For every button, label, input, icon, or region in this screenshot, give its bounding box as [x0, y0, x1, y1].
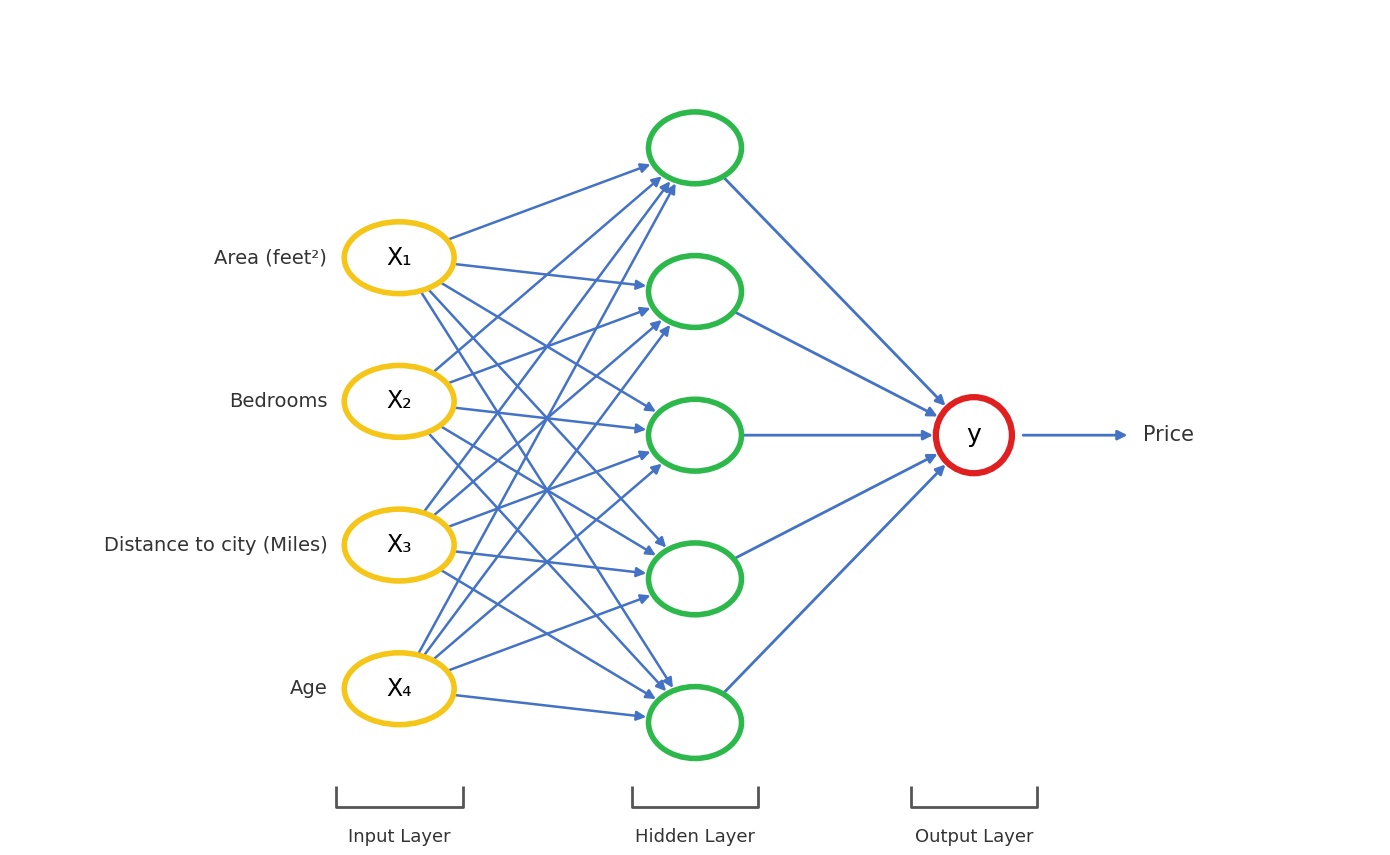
Ellipse shape [345, 221, 455, 293]
Ellipse shape [649, 399, 741, 471]
Ellipse shape [935, 398, 1012, 473]
Ellipse shape [649, 543, 741, 615]
Ellipse shape [649, 112, 741, 184]
Text: Area (feet²): Area (feet²) [214, 248, 328, 268]
Text: Bedrooms: Bedrooms [229, 392, 328, 411]
Ellipse shape [345, 509, 455, 581]
Text: X₂: X₂ [386, 389, 411, 413]
Text: Price: Price [1143, 425, 1194, 445]
Text: Input Layer: Input Layer [348, 828, 450, 846]
Text: Age: Age [289, 679, 328, 699]
Ellipse shape [345, 365, 455, 437]
Text: Hidden Layer: Hidden Layer [635, 828, 755, 846]
Ellipse shape [649, 256, 741, 327]
Text: X₁: X₁ [386, 245, 411, 269]
Ellipse shape [649, 687, 741, 758]
Text: y: y [966, 423, 981, 447]
Text: X₄: X₄ [386, 676, 411, 701]
Text: Output Layer: Output Layer [915, 828, 1033, 846]
Text: X₃: X₃ [386, 533, 411, 557]
Ellipse shape [345, 653, 455, 725]
Text: Distance to city (Miles): Distance to city (Miles) [104, 535, 328, 555]
